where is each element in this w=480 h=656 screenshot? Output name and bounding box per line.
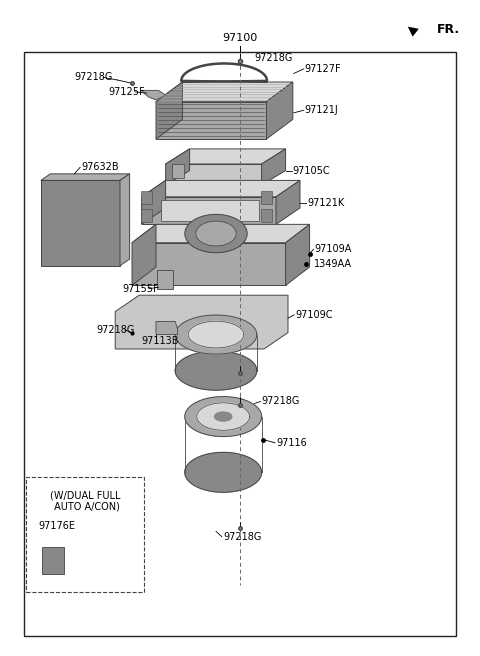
Text: 97109A: 97109A (314, 244, 352, 255)
Polygon shape (262, 149, 286, 185)
FancyBboxPatch shape (24, 52, 456, 636)
Text: 97218G: 97218G (254, 52, 293, 63)
Polygon shape (197, 403, 250, 430)
Text: 97218G: 97218G (223, 531, 262, 542)
Polygon shape (142, 91, 166, 100)
FancyBboxPatch shape (261, 191, 272, 204)
FancyBboxPatch shape (42, 547, 64, 574)
Text: 97116: 97116 (276, 438, 307, 448)
FancyBboxPatch shape (141, 209, 152, 222)
Polygon shape (266, 82, 293, 139)
Polygon shape (132, 224, 310, 243)
Text: 97218G: 97218G (262, 396, 300, 407)
Polygon shape (156, 82, 182, 139)
Polygon shape (156, 102, 266, 139)
Polygon shape (276, 180, 300, 224)
Polygon shape (166, 164, 262, 185)
Polygon shape (132, 243, 286, 285)
Text: 97121K: 97121K (307, 198, 345, 209)
Polygon shape (142, 180, 300, 197)
Polygon shape (175, 351, 257, 390)
Text: 97125F: 97125F (108, 87, 144, 97)
Polygon shape (142, 180, 166, 224)
Polygon shape (120, 174, 130, 266)
Polygon shape (215, 412, 232, 421)
Polygon shape (185, 215, 247, 253)
Text: 97105C: 97105C (293, 165, 330, 176)
Polygon shape (166, 149, 286, 164)
Text: 97121J: 97121J (305, 105, 338, 115)
Polygon shape (185, 453, 262, 492)
Polygon shape (166, 149, 190, 185)
Text: (W/DUAL FULL
 AUTO A/CON): (W/DUAL FULL AUTO A/CON) (50, 490, 120, 512)
Text: 97218G: 97218G (96, 325, 134, 335)
FancyBboxPatch shape (172, 164, 184, 178)
FancyBboxPatch shape (41, 180, 120, 266)
Polygon shape (156, 82, 293, 102)
Text: 97176E: 97176E (38, 521, 75, 531)
Polygon shape (156, 321, 178, 335)
Polygon shape (196, 221, 236, 246)
Polygon shape (115, 295, 288, 349)
Text: 97218G: 97218G (74, 72, 113, 83)
Polygon shape (286, 224, 310, 285)
FancyBboxPatch shape (141, 191, 152, 204)
FancyBboxPatch shape (161, 200, 259, 221)
Text: 97100: 97100 (222, 33, 258, 43)
Polygon shape (175, 315, 257, 354)
Text: 97155F: 97155F (122, 283, 159, 294)
FancyBboxPatch shape (261, 209, 272, 222)
Text: 97113B: 97113B (142, 336, 179, 346)
Polygon shape (132, 224, 156, 285)
Polygon shape (185, 397, 262, 436)
Text: FR.: FR. (437, 23, 460, 36)
FancyBboxPatch shape (157, 270, 173, 289)
FancyBboxPatch shape (26, 477, 144, 592)
Text: 97632B: 97632B (82, 162, 119, 173)
Polygon shape (188, 321, 244, 348)
Text: 1349AA: 1349AA (314, 258, 352, 269)
Text: 97127F: 97127F (305, 64, 341, 74)
Polygon shape (41, 174, 130, 180)
Text: 97109C: 97109C (295, 310, 333, 320)
Polygon shape (142, 197, 276, 224)
